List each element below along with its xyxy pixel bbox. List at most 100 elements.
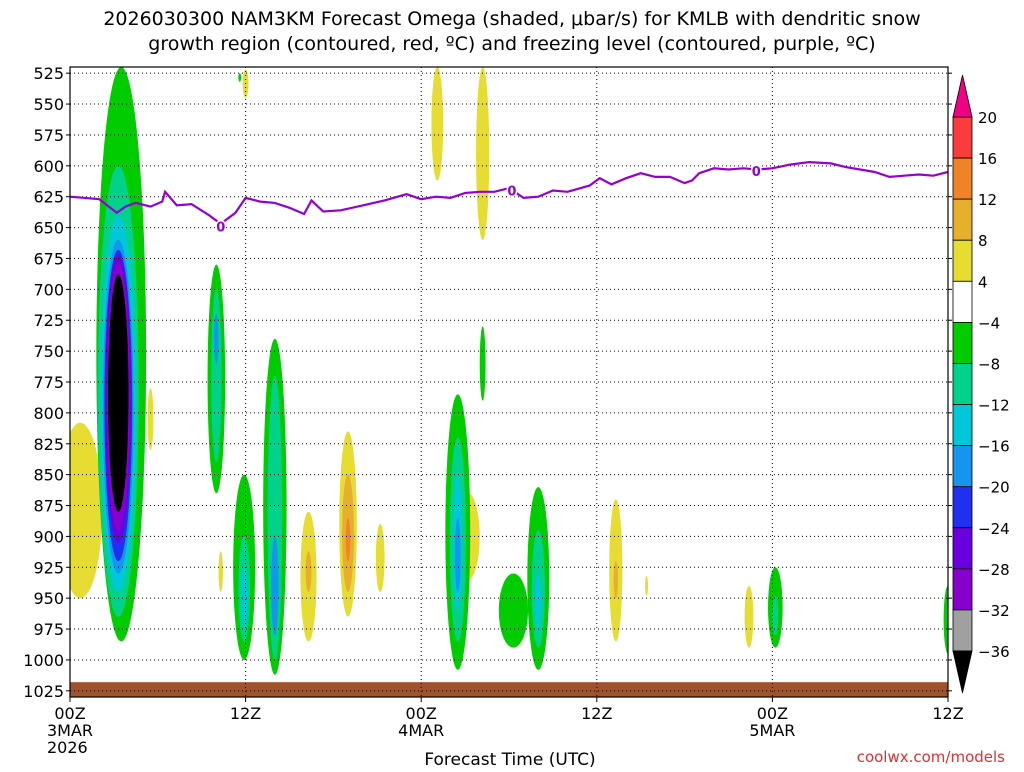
omega-shaded-region [375, 524, 385, 592]
chart-title-line1: 2026030300 NAM3KM Forecast Omega (shaded… [103, 8, 920, 30]
x-tick-label: 00Z [757, 704, 788, 723]
y-tick-label: 575 [33, 126, 64, 145]
omega-shaded-region [214, 314, 219, 364]
colorbar-segment [952, 527, 973, 570]
y-tick-label: 725 [33, 311, 64, 330]
colorbar-segment [952, 568, 973, 611]
colorbar-tick-label: −28 [978, 561, 1010, 579]
x-tick-label: 00Z [54, 704, 85, 723]
axes: 525 550 575 600 625 650 675 700 725 750 775 800 825 8… [23, 64, 963, 757]
x-tick-label: 12Z [932, 704, 963, 723]
colorbar-tick-label: 4 [978, 273, 988, 291]
omega-shaded-region [772, 595, 779, 636]
colorbar-tick-label: −12 [978, 397, 1010, 415]
y-tick-label: 975 [33, 620, 64, 639]
y-tick-label: 625 [33, 188, 64, 207]
colorbar-segment [952, 445, 973, 488]
y-tick-label: 875 [33, 497, 64, 516]
omega-shaded-region [613, 561, 619, 599]
colorbar-tick-label: 12 [978, 191, 997, 209]
chart-title-line2: growth region (contoured, red, ºC) and f… [148, 33, 875, 55]
colorbar-tick-label: −8 [978, 355, 1000, 373]
omega-shaded-region [345, 517, 351, 562]
freezing-level-line [70, 160, 948, 226]
omega-shaded-region [305, 551, 312, 593]
colorbar-segment [952, 363, 973, 405]
omega-shaded-region [147, 388, 154, 450]
omega-shaded-region [943, 585, 948, 654]
y-tick-label: 850 [33, 466, 64, 485]
colorbar-segment [952, 609, 973, 652]
x-tick-label: 3MAR [47, 721, 93, 740]
colorbar-tick-label: −16 [978, 438, 1010, 456]
colorbar-top-triangle [952, 74, 973, 118]
omega-shaded-region [498, 573, 529, 648]
omega-shaded-region [70, 422, 103, 599]
y-tick-label: 700 [33, 280, 64, 299]
grid [70, 67, 948, 697]
omega-shaded-region [238, 73, 242, 82]
omega-shaded-region [744, 585, 754, 648]
y-tick-label: 525 [33, 64, 64, 83]
y-tick-label: 675 [33, 249, 64, 268]
omega-shaded-region [218, 551, 223, 593]
colorbar-tick-label: −32 [978, 602, 1010, 620]
y-tick-label: 550 [33, 95, 64, 114]
colorbar-tick-label: 16 [978, 150, 997, 168]
colorbar-tick-label: −36 [978, 643, 1010, 661]
omega-shaded-region [271, 536, 279, 636]
colorbar-segment [952, 116, 973, 159]
y-tick-label: 600 [33, 157, 64, 176]
y-tick-label: 800 [33, 404, 64, 423]
colorbar-segment [952, 157, 973, 200]
x-tick-label: 4MAR [398, 721, 444, 740]
plot-clip-group: 0 0 0 [70, 67, 948, 697]
y-tick-label: 950 [33, 589, 64, 608]
omega-shaded-region [476, 67, 490, 240]
plot-area: 0 0 0 [70, 67, 948, 697]
y-tick-label: 925 [33, 558, 64, 577]
x-tick-label: 00Z [406, 704, 437, 723]
y-tick-label: 750 [33, 342, 64, 361]
colorbar-bottom-triangle [952, 650, 973, 694]
colorbar-segment [952, 486, 973, 529]
terrain-fill [70, 682, 948, 697]
omega-shaded-region [108, 274, 129, 512]
freezing-level-label: 0 [216, 220, 225, 235]
x-tick-label: 12Z [230, 704, 261, 723]
colorbar: 20 16 12 8 4 −4 −8 −12 −16 −20 −24 −28 −32 −36 [952, 74, 1010, 694]
x-axis-label: Forecast Time (UTC) [424, 750, 595, 768]
omega-shaded-region [479, 326, 486, 401]
omega-shaded-region [535, 573, 542, 630]
x-tick-label: 2026 [47, 738, 88, 757]
omega-shaded-region [241, 567, 248, 630]
colorbar-segment [952, 239, 973, 282]
omega-shaded-region [267, 375, 283, 660]
x-tick-label: 5MAR [749, 721, 795, 740]
colorbar-tick-label: −24 [978, 520, 1010, 538]
y-tick-label: 825 [33, 435, 64, 454]
colorbar-segment [952, 280, 973, 323]
x-tick-label: 12Z [581, 704, 612, 723]
y-tick-label: 1000 [23, 651, 64, 670]
y-tick-label: 775 [33, 373, 64, 392]
y-tick-label: 1025 [23, 682, 64, 701]
y-tick-label: 900 [33, 527, 64, 546]
colorbar-tick-label: 8 [978, 232, 988, 250]
omega-shaded-region [211, 289, 222, 463]
freezing-level-label: 0 [752, 165, 761, 180]
colorbar-tick-label: −20 [978, 479, 1010, 497]
colorbar-segment [952, 198, 973, 241]
colorbar-tick-label: −4 [978, 314, 1000, 332]
credit-text: coolwx.com/models [857, 748, 1005, 766]
omega-shaded-region [431, 67, 444, 181]
y-tick-label: 650 [33, 219, 64, 238]
omega-shaded-region [645, 575, 649, 596]
colorbar-segment [952, 321, 973, 364]
freezing-level-label: 0 [507, 185, 516, 200]
omega-shaded-region [454, 517, 461, 592]
colorbar-tick-label: 20 [978, 109, 997, 127]
colorbar-segment [952, 404, 973, 447]
